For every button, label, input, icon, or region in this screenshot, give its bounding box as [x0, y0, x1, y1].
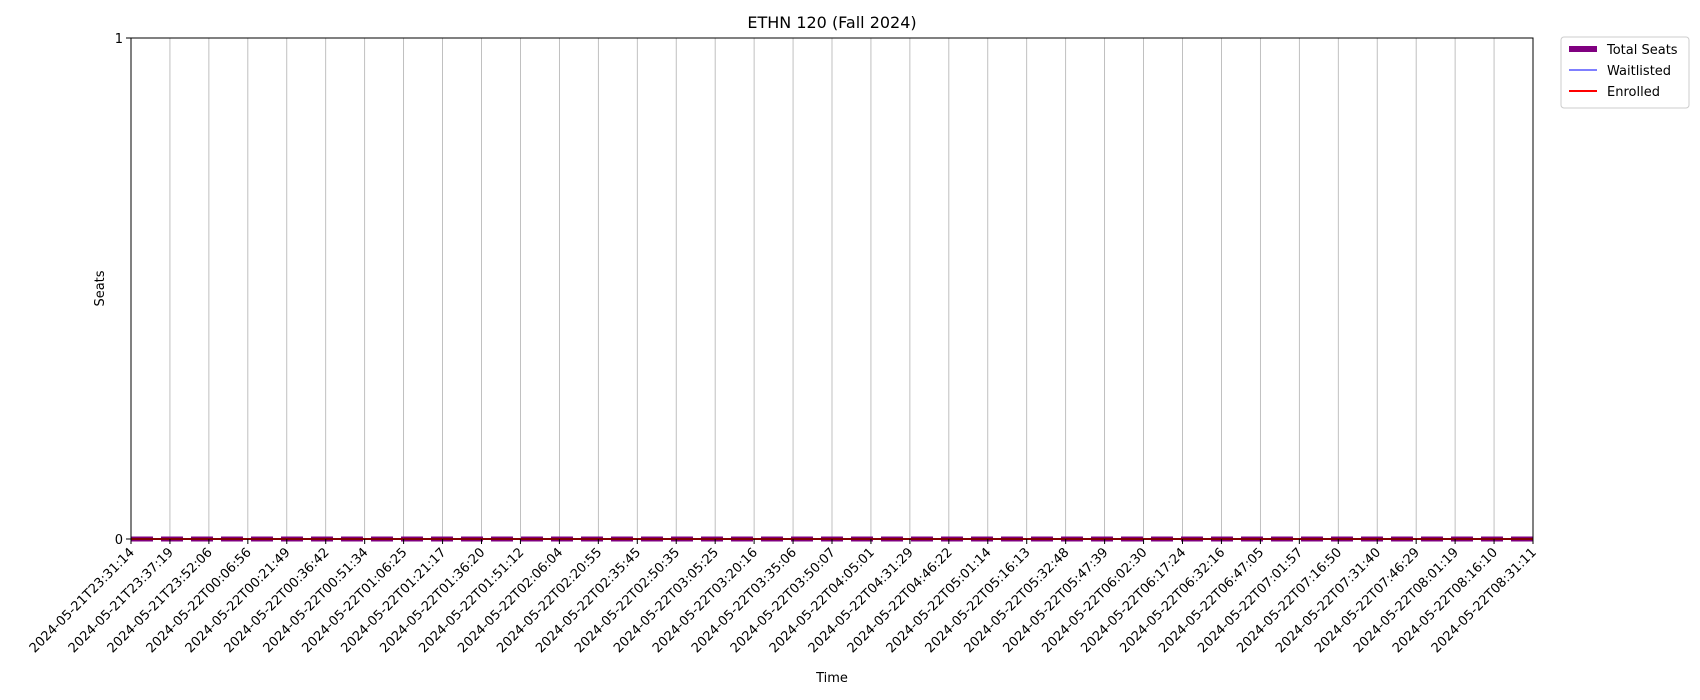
y-tick-label: 1 — [115, 32, 123, 47]
y-axis-ticks: 01 — [115, 32, 131, 548]
legend: Total Seats Waitlisted Enrolled — [1560, 36, 1690, 109]
legend-label: Waitlisted — [1607, 64, 1671, 79]
legend-label: Total Seats — [1606, 43, 1678, 58]
x-axis-ticks: 2024-05-21T23:31:142024-05-21T23:37:1920… — [27, 539, 1540, 656]
x-axis-title: Time — [815, 671, 848, 686]
y-axis-title: Seats — [93, 270, 108, 306]
legend-item: Waitlisted — [1569, 64, 1671, 79]
grid-lines — [130, 38, 1534, 539]
legend-item: Total Seats — [1569, 43, 1678, 58]
legend-item: Enrolled — [1569, 85, 1660, 100]
chart-title: ETHN 120 (Fall 2024) — [747, 13, 916, 32]
legend-label: Enrolled — [1607, 85, 1660, 100]
y-tick-label: 0 — [115, 533, 123, 548]
